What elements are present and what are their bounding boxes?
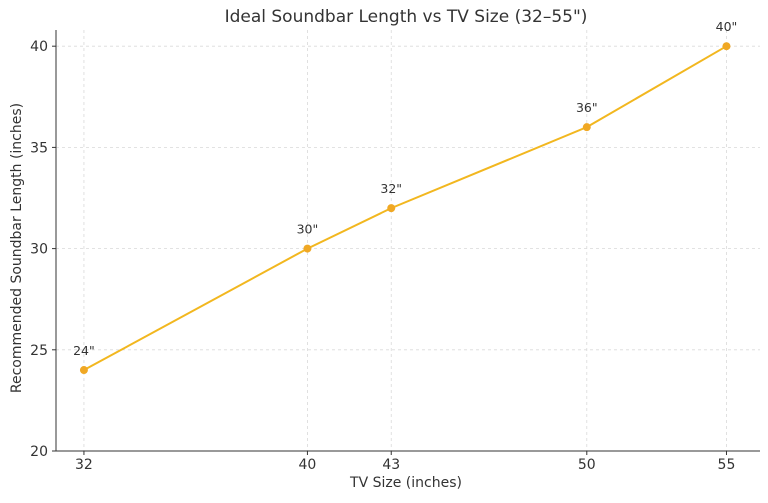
y-axis-label: Recommended Soundbar Length (inches) — [9, 103, 25, 393]
data-label: 40" — [716, 19, 738, 34]
data-point — [79, 366, 88, 375]
y-tick-label: 25 — [30, 343, 48, 359]
x-tick-label: 50 — [578, 457, 596, 473]
data-point — [582, 123, 591, 132]
data-label: 36" — [576, 100, 598, 115]
x-tick-label: 40 — [299, 457, 317, 473]
data-point — [387, 204, 396, 213]
series-line — [83, 45, 727, 371]
data-label: 30" — [297, 222, 319, 237]
x-tick-label: 55 — [718, 457, 736, 473]
label-layer: 24" 30" 32" 36" 40" — [73, 19, 737, 358]
grid-layer — [56, 30, 760, 452]
y-tick-label: 35 — [30, 140, 48, 156]
axis-layer: 32 40 43 50 55 20 25 30 35 40 — [30, 30, 760, 473]
x-axis-label: TV Size (inches) — [349, 475, 462, 491]
x-tick-label: 32 — [75, 457, 93, 473]
data-point — [722, 42, 731, 51]
y-tick-label: 40 — [30, 39, 48, 55]
x-tick-label: 43 — [382, 457, 400, 473]
data-label: 24" — [73, 343, 95, 358]
data-label: 32" — [380, 181, 402, 196]
series-layer — [79, 42, 731, 375]
y-tick-label: 30 — [30, 242, 48, 258]
chart-title: Ideal Soundbar Length vs TV Size (32–55"… — [225, 7, 588, 27]
data-point — [303, 244, 312, 253]
y-tick-label: 20 — [30, 444, 48, 460]
